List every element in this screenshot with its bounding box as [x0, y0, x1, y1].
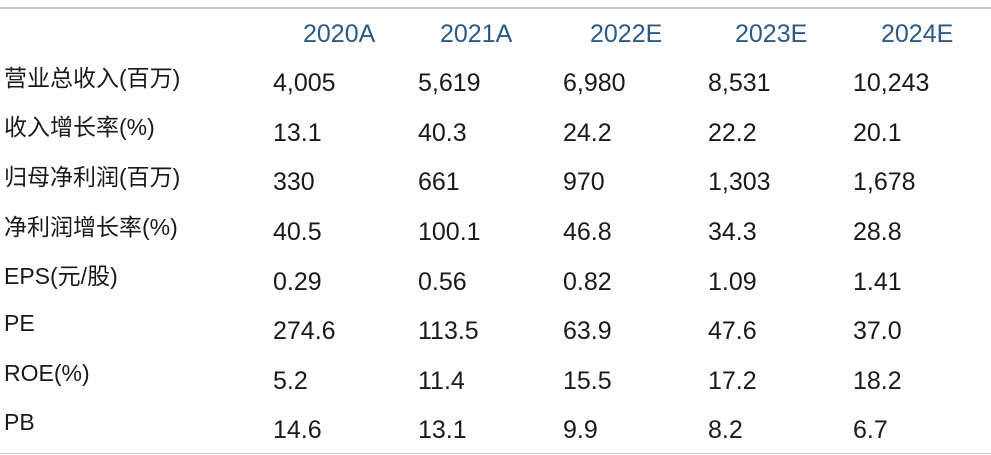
- table-cell: 63.9: [563, 317, 612, 346]
- row-label: 收入增长率(%): [4, 114, 155, 141]
- row-label: ROE(%): [4, 359, 90, 386]
- table-row: ROE(%) 5.2 11.4 15.5 17.2 18.2: [0, 354, 991, 404]
- table-cell: 11.4: [418, 366, 465, 395]
- top-rule: [0, 7, 991, 9]
- header-2023e: 2023E: [735, 19, 808, 48]
- table-cell: 24.2: [563, 118, 612, 147]
- table-cell: 40.3: [418, 118, 467, 147]
- table-cell: 0.82: [563, 267, 612, 296]
- table-cell: 20.1: [853, 118, 902, 147]
- table-cell: 47.6: [708, 317, 757, 346]
- bottom-rule: [0, 453, 991, 454]
- table-row: 净利润增长率(%) 40.5 100.1 46.8 34.3 28.8: [0, 205, 991, 255]
- table-cell: 6,980: [563, 69, 626, 98]
- table-row: PB 14.6 13.1 9.9 8.2 6.7: [0, 403, 991, 453]
- header-blank-cell: [0, 10, 270, 56]
- table-cell: 28.8: [853, 218, 902, 247]
- row-label: 营业总收入(百万): [4, 64, 181, 91]
- table-cell: 9.9: [563, 416, 598, 445]
- table-cell: 330: [273, 168, 315, 197]
- row-label: PE: [4, 310, 35, 337]
- table-cell: 37.0: [853, 317, 902, 346]
- row-label: 净利润增长率(%): [4, 213, 178, 240]
- table-cell: 10,243: [853, 69, 930, 98]
- table-cell: 1.09: [708, 267, 757, 296]
- table-cell: 4,005: [273, 69, 336, 98]
- header-row: 2020A 2021A 2022E 2023E 2024E: [0, 10, 991, 56]
- header-2020a: 2020A: [303, 19, 376, 48]
- table-cell: 8.2: [708, 416, 743, 445]
- table-cell: 0.56: [418, 267, 467, 296]
- table-cell: 1,303: [708, 168, 771, 197]
- table-row: 收入增长率(%) 13.1 40.3 24.2 22.2 20.1: [0, 106, 991, 156]
- table-cell: 100.1: [418, 218, 481, 247]
- table-cell: 18.2: [853, 366, 902, 395]
- header-2024e: 2024E: [881, 19, 954, 48]
- row-label: 归母净利润(百万): [4, 163, 181, 190]
- table-cell: 17.2: [708, 366, 757, 395]
- table-cell: 661: [418, 168, 460, 197]
- table-cell: 274.6: [273, 317, 336, 346]
- table-cell: 13.1: [273, 118, 322, 147]
- table-cell: 1,678: [853, 168, 916, 197]
- table-cell: 14.6: [273, 416, 322, 445]
- header-2021a: 2021A: [440, 19, 513, 48]
- header-2022e: 2022E: [590, 19, 663, 48]
- table-cell: 5,619: [418, 69, 481, 98]
- row-label: EPS(元/股): [4, 263, 118, 290]
- table-cell: 1.41: [853, 267, 902, 296]
- table-cell: 8,531: [708, 69, 771, 98]
- table-row: 归母净利润(百万) 330 661 970 1,303 1,678: [0, 155, 991, 205]
- table-cell: 5.2: [273, 366, 308, 395]
- row-label: PB: [4, 409, 35, 436]
- table-row: 营业总收入(百万) 4,005 5,619 6,980 8,531 10,243: [0, 56, 991, 106]
- table-cell: 46.8: [563, 218, 612, 247]
- table-row: EPS(元/股) 0.29 0.56 0.82 1.09 1.41: [0, 254, 991, 304]
- table-cell: 15.5: [563, 366, 612, 395]
- table-cell: 40.5: [273, 218, 322, 247]
- financial-forecast-table: 2020A 2021A 2022E 2023E 2024E 营业总收入(百万) …: [0, 10, 991, 453]
- table-cell: 6.7: [853, 416, 888, 445]
- table-cell: 13.1: [418, 416, 467, 445]
- table-cell: 34.3: [708, 218, 757, 247]
- table-row: PE 274.6 113.5 63.9 47.6 37.0: [0, 304, 991, 354]
- table-cell: 970: [563, 168, 605, 197]
- table-cell: 113.5: [418, 317, 479, 346]
- table-cell: 22.2: [708, 118, 757, 147]
- table-cell: 0.29: [273, 267, 322, 296]
